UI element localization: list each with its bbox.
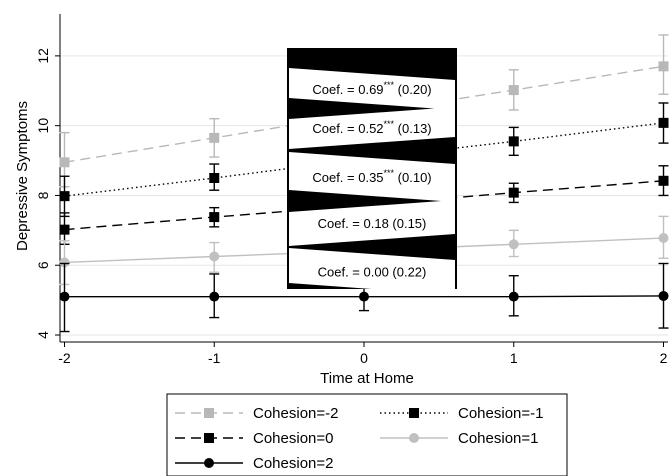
data-point [508, 239, 519, 250]
legend-item: Cohesion=-1 [380, 405, 543, 422]
coef-label: Coef. = 0.00 (0.22) [318, 265, 427, 280]
legend-marker [409, 433, 419, 443]
data-point [508, 136, 519, 147]
data-point [209, 212, 220, 223]
x-tick-label: -1 [208, 350, 221, 366]
series-cohesion-2 [59, 262, 669, 333]
legend-label: Cohesion=1 [458, 430, 538, 447]
data-point [508, 291, 519, 302]
y-tick-label: 6 [35, 261, 51, 269]
coef-label-box [289, 200, 455, 246]
legend-item: Cohesion=1 [380, 430, 538, 447]
coef-annotation: Coef. = 0.69*** (0.20) [289, 68, 455, 110]
coefficient-annotations: Coef. = 0.69*** (0.20) Coef. = 0.52*** (0… [287, 48, 457, 295]
y-tick-label: 4 [35, 331, 51, 339]
legend-marker [409, 408, 419, 418]
legend-marker [204, 458, 214, 468]
legend: Cohesion=-2 Cohesion=-1 Cohesion=0 Cohesion… [166, 393, 568, 476]
data-point [508, 187, 519, 198]
coef-label: Coef. = 0.18 (0.15) [318, 216, 427, 231]
x-tick-label: 0 [360, 350, 368, 366]
data-point [209, 291, 220, 302]
y-tick-label: 10 [35, 118, 51, 134]
data-point [59, 157, 70, 168]
x-tick-label: 2 [660, 350, 668, 366]
data-point [658, 233, 669, 244]
legend-item: Cohesion=-2 [175, 405, 338, 422]
coef-label-box [289, 248, 455, 295]
legend-marker [204, 408, 214, 418]
series-line [64, 180, 664, 231]
y-axis-title: Depressive Symptoms [14, 101, 31, 251]
data-point [359, 291, 369, 302]
data-point [209, 251, 220, 262]
coef-annotation: Coef. = 0.18 (0.15) [289, 200, 455, 246]
data-point [59, 257, 70, 268]
x-tick-label: -2 [58, 350, 71, 366]
y-tick-label: 8 [35, 191, 51, 199]
coef-label-box [289, 68, 455, 110]
data-point [209, 173, 220, 183]
coef-label-box [289, 107, 455, 149]
coef-label: Coef. = 0.69*** (0.20) [312, 80, 431, 97]
data-point [209, 132, 220, 143]
y-axis-ticks: 4 6 8 10 12 [35, 48, 60, 339]
legend-item: Cohesion=2 [175, 455, 333, 472]
data-point [59, 191, 70, 202]
coef-label: Coef. = 0.35*** (0.10) [312, 168, 431, 185]
data-point [59, 224, 70, 235]
y-tick-label: 12 [35, 48, 51, 64]
legend-item: Cohesion=0 [175, 430, 333, 447]
coef-annotation: Coef. = 0.00 (0.22) [289, 248, 455, 295]
data-point [658, 290, 669, 301]
coef-annotation: Coef. = 0.52*** (0.13) [289, 107, 455, 149]
legend-label: Cohesion=-1 [458, 405, 543, 422]
legend-label: Cohesion=0 [253, 430, 333, 447]
coef-label: Coef. = 0.52*** (0.13) [312, 119, 431, 136]
series-line [64, 65, 664, 163]
x-tick-label: 1 [510, 350, 518, 366]
legend-label: Cohesion=2 [253, 455, 333, 472]
legend-marker [204, 433, 214, 443]
data-point [658, 175, 669, 186]
data-point [508, 85, 519, 96]
coef-annotation: Coef. = 0.35*** (0.10) [289, 152, 455, 202]
coef-label-box [289, 152, 455, 202]
legend-label: Cohesion=-2 [253, 405, 338, 422]
data-point [658, 117, 669, 128]
data-point [59, 291, 70, 302]
x-axis-ticks: -2 -1 0 1 2 [58, 342, 668, 366]
data-point [658, 61, 669, 72]
x-axis-title: Time at Home [320, 370, 414, 387]
